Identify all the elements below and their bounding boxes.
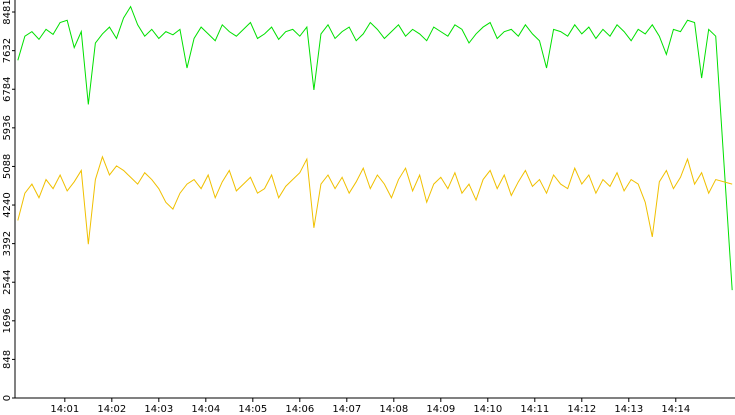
x-tick-label: 14:12 (567, 404, 596, 415)
y-tick-label: 8481 (2, 0, 13, 25)
y-tick-label: 2544 (2, 269, 13, 294)
x-tick-label: 14:05 (238, 404, 267, 415)
x-tick-label: 14:07 (332, 404, 361, 415)
x-tick-label: 14:10 (473, 404, 502, 415)
y-tick-label: 0 (2, 395, 13, 401)
x-tick-label: 14:03 (144, 404, 173, 415)
y-tick-label: 848 (2, 350, 13, 369)
y-tick-label: 5088 (2, 154, 13, 179)
x-tick-label: 14:14 (661, 404, 690, 415)
y-tick-label: 1696 (2, 308, 13, 333)
x-tick-label: 14:11 (520, 404, 549, 415)
x-tick-label: 14:04 (191, 404, 220, 415)
y-tick-label: 3392 (2, 231, 13, 256)
series-line (17, 5, 733, 291)
series-line (17, 155, 733, 245)
y-tick-label: 4240 (2, 192, 13, 217)
x-tick-label: 14:08 (379, 404, 408, 415)
x-tick-label: 14:13 (614, 404, 643, 415)
x-tick-label: 14:01 (50, 404, 79, 415)
y-tick-label: 6784 (2, 77, 13, 102)
x-tick-label: 14:02 (97, 404, 126, 415)
x-tick-label: 14:06 (285, 404, 314, 415)
y-tick-label: 7632 (2, 38, 13, 63)
x-tick-label: 14:09 (426, 404, 455, 415)
y-tick-label: 5936 (2, 115, 13, 140)
